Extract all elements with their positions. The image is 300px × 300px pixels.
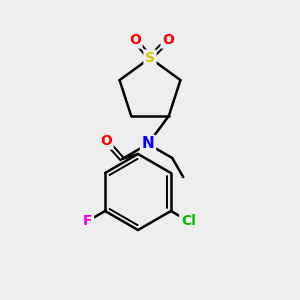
- Text: O: O: [129, 33, 141, 47]
- Text: O: O: [100, 134, 112, 148]
- Text: F: F: [83, 214, 92, 228]
- Text: S: S: [145, 51, 155, 65]
- Text: O: O: [162, 33, 174, 47]
- Text: N: N: [142, 136, 154, 152]
- Text: Cl: Cl: [181, 214, 196, 228]
